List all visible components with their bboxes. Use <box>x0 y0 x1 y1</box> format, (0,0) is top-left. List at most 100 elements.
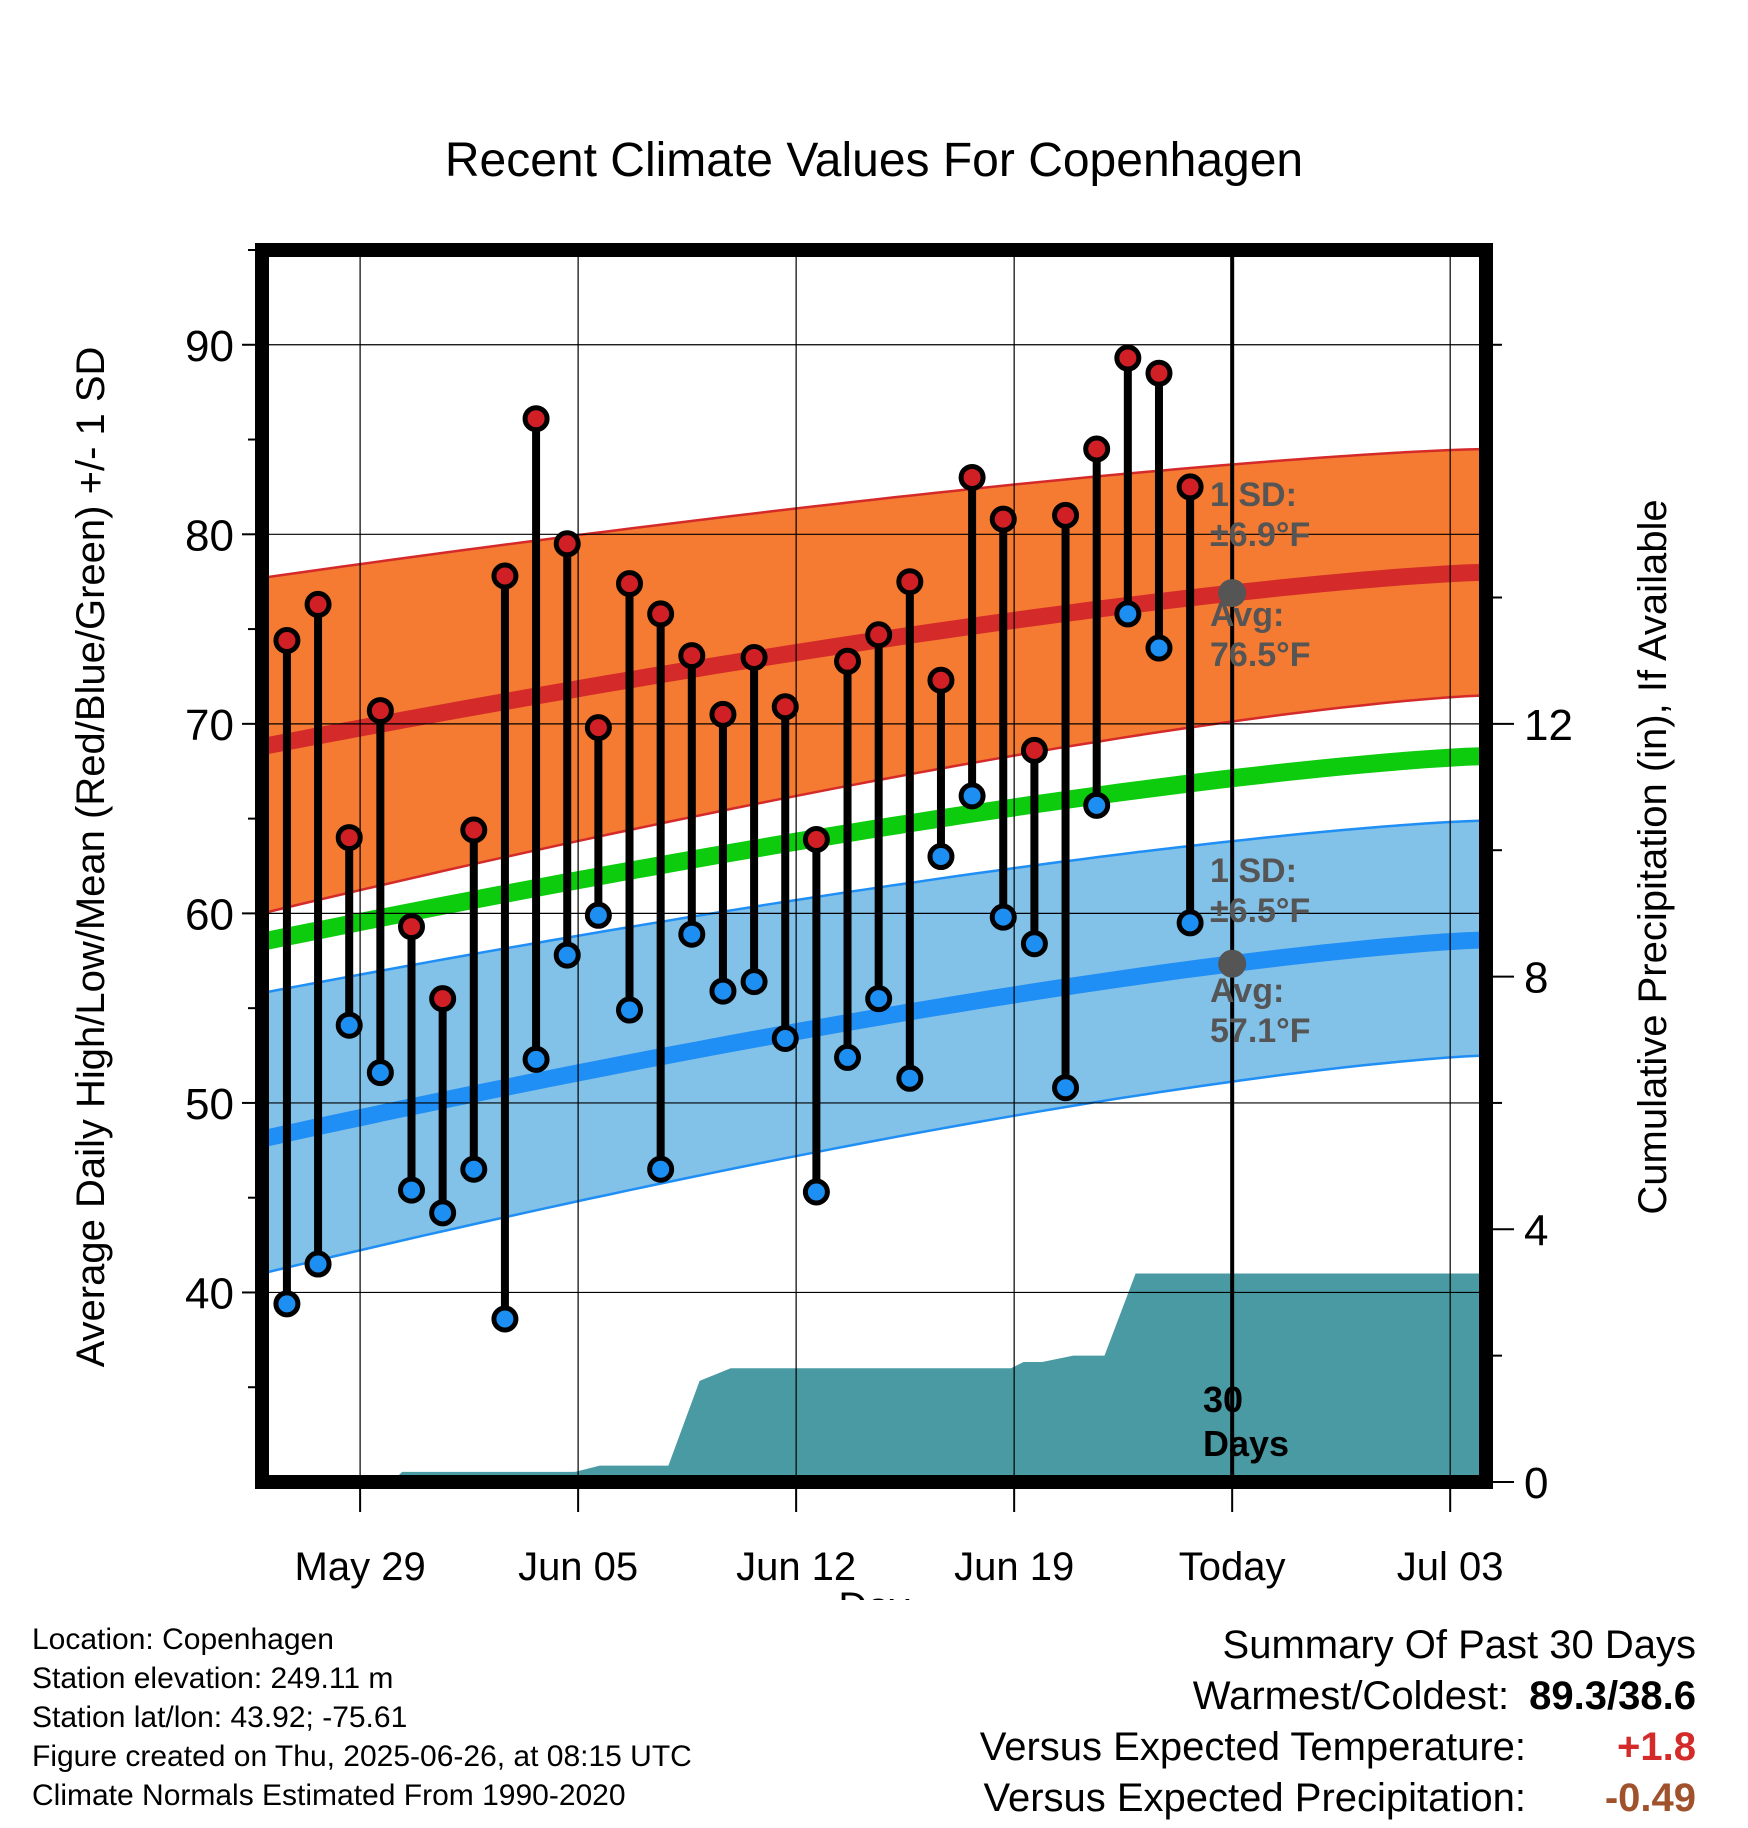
daily-high-point <box>1176 473 1204 501</box>
low-sd-upper-edge <box>262 819 1486 995</box>
temp-value: +1.8 <box>1617 1725 1696 1769</box>
daily-low-point <box>740 968 768 996</box>
daily-low-point <box>896 1064 924 1092</box>
x-tick-label: Jun 12 <box>736 1545 856 1589</box>
low-sd-band <box>262 820 1486 1274</box>
daily-high-point <box>1083 435 1111 463</box>
daily-low-point <box>1145 634 1173 662</box>
daily-high-point <box>366 697 394 725</box>
climate-chart: Recent Climate Values For Copenhagen 1 S… <box>69 134 1675 1600</box>
daily-low-point <box>522 1045 550 1073</box>
high-sd-annotation: 1 SD: ±6.9°F <box>1210 476 1310 554</box>
x-tick-label: Today <box>1179 1545 1286 1589</box>
daily-low-point <box>1176 909 1204 937</box>
summary-title: Summary Of Past 30 Days <box>1222 1623 1696 1667</box>
daily-low-point <box>366 1059 394 1087</box>
daily-high-point <box>1052 501 1080 529</box>
precip-area <box>262 1273 1486 1482</box>
chart-title: Recent Climate Values For Copenhagen <box>445 134 1303 187</box>
daily-low-point <box>865 985 893 1013</box>
y2-tick-label: 12 <box>1524 701 1573 750</box>
daily-low-point <box>927 843 955 871</box>
daily-low-point <box>771 1024 799 1052</box>
precip-label: Versus Expected Precipitation: <box>983 1776 1526 1820</box>
x-axis-label: Day <box>838 1585 909 1600</box>
low-avg-annotation: Avg: 57.1°F <box>1210 972 1311 1050</box>
y-tick-label: 60 <box>185 890 234 939</box>
temp-label: Versus Expected Temperature: <box>979 1725 1526 1769</box>
daily-low-point <box>460 1155 488 1183</box>
daily-high-point <box>491 562 519 590</box>
plot-frame <box>255 243 1493 1489</box>
y-tick-label: 40 <box>185 1269 234 1318</box>
daily-high-point <box>678 642 706 670</box>
daily-high-point <box>522 405 550 433</box>
daily-high-point <box>1145 359 1173 387</box>
high-sd-upper-edge <box>262 447 1486 580</box>
daily-low-point <box>802 1178 830 1206</box>
summary-panel: Summary Of Past 30 Days Warmest/Coldest:… <box>980 1620 1696 1824</box>
daily-high-point <box>429 985 457 1013</box>
daily-high-point <box>709 700 737 728</box>
daily-low-point <box>273 1290 301 1318</box>
station-info: Location: Copenhagen Station elevation: … <box>32 1620 692 1815</box>
precip-value: -0.49 <box>1604 1776 1696 1820</box>
daily-high-point <box>1020 736 1048 764</box>
daily-low-point <box>958 782 986 810</box>
daily-low-point <box>397 1176 425 1204</box>
daily-high-point <box>896 568 924 596</box>
daily-low-point <box>553 941 581 969</box>
daily-high-point <box>1114 344 1142 372</box>
y-tick-label: 70 <box>185 701 234 750</box>
daily-low-point <box>647 1155 675 1183</box>
x-tick-label: Jul 03 <box>1397 1545 1504 1589</box>
summary-precip-row: Versus Expected Precipitation: -0.49 <box>980 1773 1696 1824</box>
y2-axis-label: Cumulative Precipitation (in), If Availa… <box>1631 499 1675 1214</box>
daily-high-point <box>647 600 675 628</box>
plot-area: 1 SD: ±6.9°F Avg: 76.5°F 1 SD: ±6.5°F Avg: 57.1… <box>185 243 1573 1589</box>
daily-high-point <box>740 644 768 672</box>
normal-low-line <box>262 931 1486 1148</box>
daily-low-point <box>1083 791 1111 819</box>
daily-high-point <box>771 693 799 721</box>
daily-high-point <box>460 816 488 844</box>
daily-low-point <box>834 1043 862 1071</box>
daily-low-point <box>1114 600 1142 628</box>
daily-high-point <box>958 463 986 491</box>
y2-tick-label: 8 <box>1524 954 1548 1003</box>
daily-high-point <box>335 824 363 852</box>
daily-high-point <box>834 647 862 675</box>
today-high-avg-marker <box>1218 579 1247 608</box>
location-text: Location: Copenhagen <box>32 1623 334 1656</box>
created-text: Figure created on Thu, 2025-06-26, at 08… <box>32 1740 692 1773</box>
plot-interior: 1 SD: ±6.9°F Avg: 76.5°F 1 SD: ±6.5°F Avg: 57.1… <box>262 250 1486 1482</box>
daily-low-point <box>989 903 1017 931</box>
y-tick-label: 80 <box>185 511 234 560</box>
daily-low-point <box>709 977 737 1005</box>
y-axis-label: Average Daily High/Low/Mean (Red/Blue/Gr… <box>69 347 113 1368</box>
daily-low-point <box>1020 930 1048 958</box>
high-avg-annotation: Avg: 76.5°F <box>1210 596 1311 674</box>
y-tick-label: 90 <box>185 322 234 371</box>
daily-high-point <box>802 825 830 853</box>
low-sd-lower-edge <box>262 1054 1486 1275</box>
daily-high-point <box>989 505 1017 533</box>
warm-cold-label: Warmest/Coldest: <box>1192 1674 1510 1718</box>
normal-mean-line <box>262 747 1486 951</box>
window-days-label: 30 Days <box>1203 1379 1289 1464</box>
daily-high-point <box>553 530 581 558</box>
x-tick-label: Jun 05 <box>518 1545 638 1589</box>
low-sd-annotation: 1 SD: ±6.5°F <box>1210 852 1310 930</box>
daily-high-point <box>616 570 644 598</box>
y2-tick-label: 0 <box>1524 1459 1548 1508</box>
daily-low-point <box>616 996 644 1024</box>
daily-high-point <box>927 666 955 694</box>
daily-high-point <box>865 621 893 649</box>
daily-low-point <box>584 901 612 929</box>
warm-cold-value: 89.3/38.6 <box>1529 1674 1696 1718</box>
x-tick-label: May 29 <box>295 1545 426 1589</box>
summary-temp-row: Versus Expected Temperature: +1.8 <box>980 1722 1696 1773</box>
normals-text: Climate Normals Estimated From 1990-2020 <box>32 1779 626 1812</box>
today-low-avg-marker <box>1218 949 1247 978</box>
daily-low-point <box>491 1305 519 1333</box>
